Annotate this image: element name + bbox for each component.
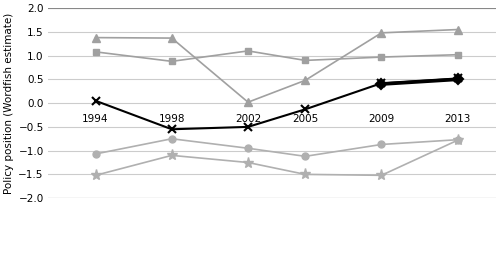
Line: PIRATEN: PIRATEN <box>378 76 461 88</box>
SPD <box>302 108 308 111</box>
FDP <box>454 139 460 142</box>
SPD <box>92 99 98 102</box>
Text: 2013: 2013 <box>444 114 471 124</box>
Text: 1998: 1998 <box>158 114 185 124</box>
GRÜNE <box>169 37 175 40</box>
Line: GRÜNE: GRÜNE <box>92 25 462 106</box>
SPD <box>169 128 175 131</box>
SPD <box>454 77 460 80</box>
Text: 2005: 2005 <box>292 114 318 124</box>
LINKE <box>454 53 460 56</box>
GRÜNE <box>245 101 251 104</box>
PIRATEN <box>454 78 460 81</box>
FDP <box>169 154 175 157</box>
LINKE <box>378 56 384 59</box>
FDP <box>378 174 384 177</box>
Text: 2002: 2002 <box>235 114 261 124</box>
CDU/CSU <box>302 155 308 158</box>
CDU/CSU <box>169 137 175 140</box>
Y-axis label: Policy position (Wordfish estimate): Policy position (Wordfish estimate) <box>4 12 14 194</box>
Line: FDP: FDP <box>90 135 464 181</box>
SPD <box>245 125 251 129</box>
GRÜNE <box>454 28 460 31</box>
CDU/CSU <box>454 138 460 141</box>
Line: CDU/CSU: CDU/CSU <box>92 135 461 160</box>
CDU/CSU <box>245 147 251 150</box>
LINKE <box>169 60 175 63</box>
GRÜNE <box>92 36 98 39</box>
GRÜNE <box>378 31 384 34</box>
SPD <box>378 82 384 85</box>
Line: LINKE: LINKE <box>92 47 461 65</box>
LINKE <box>302 59 308 62</box>
CDU/CSU <box>378 143 384 146</box>
Line: SPD: SPD <box>92 74 462 133</box>
Text: 1994: 1994 <box>82 114 109 124</box>
CDU/CSU <box>92 152 98 155</box>
LINKE <box>92 50 98 53</box>
FDP <box>92 174 98 177</box>
GRÜNE <box>302 79 308 82</box>
PIRATEN <box>378 83 384 86</box>
Text: 2009: 2009 <box>368 114 394 124</box>
LINKE <box>245 49 251 52</box>
FDP <box>245 161 251 164</box>
FDP <box>302 173 308 176</box>
